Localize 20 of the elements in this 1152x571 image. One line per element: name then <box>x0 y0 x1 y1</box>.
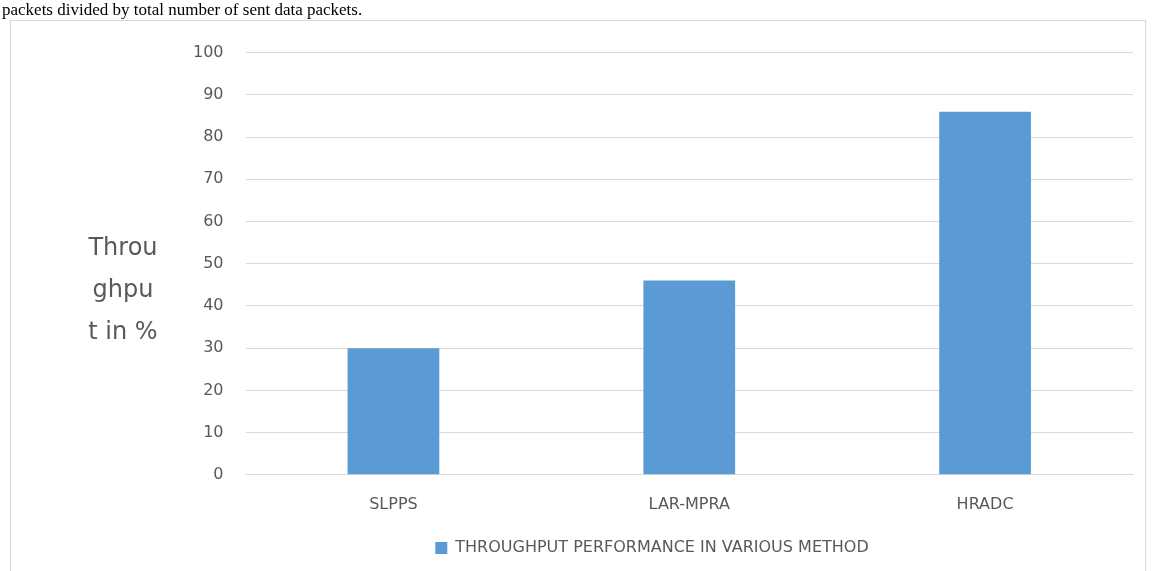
x-tick-label: SLPPS <box>369 493 418 513</box>
y-tick-label: 80 <box>203 126 224 146</box>
y-tick-label: 60 <box>203 210 224 230</box>
y-tick-label: 0 <box>213 463 224 483</box>
legend-label: THROUGHPUT PERFORMANCE IN VARIOUS METHOD <box>454 537 869 557</box>
y-tick-label: 30 <box>203 337 224 357</box>
bar <box>347 348 440 475</box>
y-tick-label: 40 <box>203 295 224 315</box>
y-tick-label: 90 <box>203 83 224 103</box>
y-tick-label: 70 <box>203 168 224 188</box>
y-tick-label: 10 <box>203 421 224 441</box>
x-tick-label: HRADC <box>956 493 1014 513</box>
y-axis-title: Throughput in % <box>88 232 158 347</box>
bar <box>643 280 736 475</box>
y-tick-label: 100 <box>192 41 224 61</box>
y-tick-label: 20 <box>203 379 224 399</box>
text: packets divided by total number of sent data packets. <box>2 0 363 20</box>
x-tick-label: LAR-MPRA <box>648 493 730 513</box>
y-tick-label: 50 <box>203 252 224 272</box>
bar <box>939 111 1031 475</box>
